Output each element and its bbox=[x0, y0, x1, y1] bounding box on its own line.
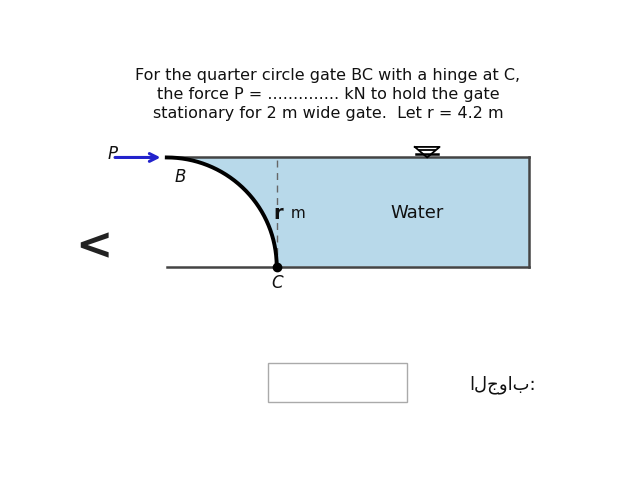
Text: m: m bbox=[286, 205, 305, 220]
Text: the force P = .............. kN to hold the gate: the force P = .............. kN to hold … bbox=[157, 87, 499, 102]
Text: For the quarter circle gate BC with a hinge at C,: For the quarter circle gate BC with a hi… bbox=[136, 68, 520, 83]
Text: B: B bbox=[174, 167, 186, 185]
Text: <: < bbox=[76, 225, 113, 268]
Text: C: C bbox=[271, 274, 282, 292]
Text: P: P bbox=[108, 144, 117, 162]
Polygon shape bbox=[167, 158, 529, 267]
Text: stationary for 2 m wide gate.  Let r = 4.2 m: stationary for 2 m wide gate. Let r = 4.… bbox=[153, 105, 503, 121]
Text: Water: Water bbox=[390, 203, 444, 222]
Text: الجواب:: الجواب: bbox=[470, 374, 536, 393]
Bar bbox=[269, 363, 408, 403]
Text: r: r bbox=[274, 203, 284, 222]
